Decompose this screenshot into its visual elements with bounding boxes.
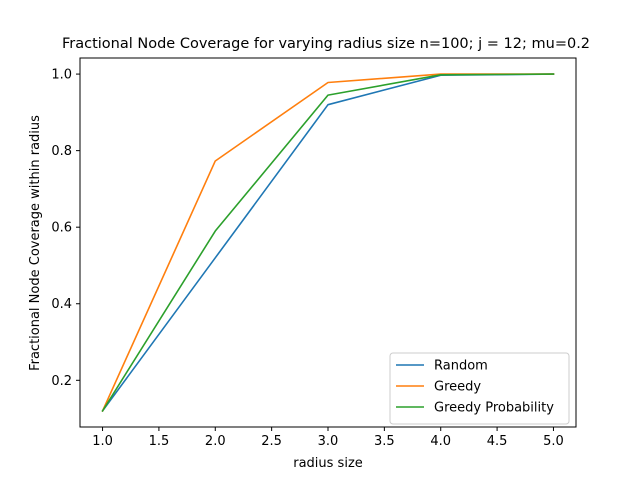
legend: Random Greedy Greedy Probability xyxy=(389,352,570,425)
x-tick-label: 1.5 xyxy=(149,434,170,449)
y-tick-label: 0.2 xyxy=(51,374,72,389)
x-tick-label: 4.0 xyxy=(430,434,451,449)
y-tick-label: 0.6 xyxy=(51,221,72,236)
plot-area: 1.0 1.5 2.0 2.5 3.0 3.5 4.0 4.5 5.0 0.2 0.4 0.6 0.8 1… xyxy=(51,57,577,449)
x-tick-label: 3.0 xyxy=(318,434,339,449)
y-tick-label: 0.4 xyxy=(51,297,72,312)
x-tick-label: 1.0 xyxy=(92,434,113,449)
chart-title: Fractional Node Coverage for varying rad… xyxy=(62,36,590,52)
legend-label: Random xyxy=(434,359,488,374)
x-axis-title: radius size xyxy=(293,456,363,471)
y-axis-title: Fractional Node Coverage within radius xyxy=(28,115,43,371)
x-tick-label: 3.5 xyxy=(374,434,395,449)
legend-label: Greedy Probability xyxy=(434,401,554,416)
x-tick-label: 5.0 xyxy=(543,434,564,449)
x-tick-label: 2.5 xyxy=(261,434,282,449)
y-tick-label: 1.0 xyxy=(51,68,72,83)
x-tick-label: 2.0 xyxy=(205,434,226,449)
x-tick-label: 4.5 xyxy=(487,434,508,449)
legend-label: Greedy xyxy=(434,380,481,395)
legend-box xyxy=(389,352,570,425)
series-line-greedy-probability xyxy=(101,73,555,413)
y-tick-label: 0.8 xyxy=(51,144,72,159)
